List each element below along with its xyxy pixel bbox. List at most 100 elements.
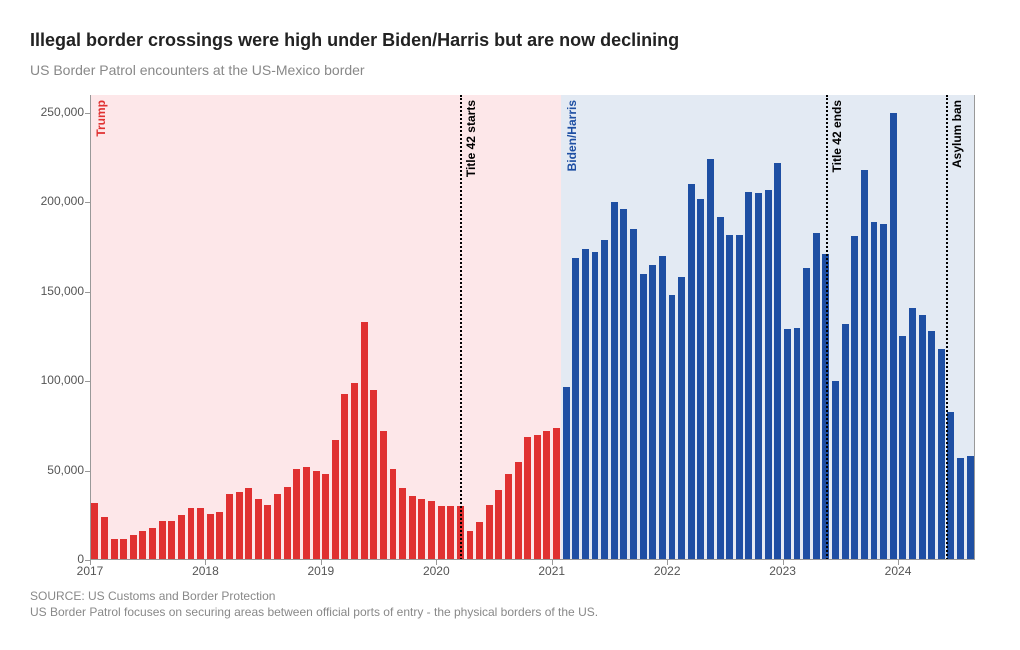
bar [409, 496, 416, 560]
bar [909, 308, 916, 560]
chart-subtitle: US Border Patrol encounters at the US-Me… [30, 62, 365, 78]
bar [947, 412, 954, 560]
bar [640, 274, 647, 560]
bar [495, 490, 502, 560]
bar [236, 492, 243, 560]
bar [736, 235, 743, 561]
bar [447, 506, 454, 560]
bar [543, 431, 550, 560]
bar [515, 462, 522, 560]
bar [207, 514, 214, 561]
bar [611, 202, 618, 560]
bar [139, 531, 146, 560]
x-axis [90, 559, 975, 560]
event-line [826, 95, 828, 560]
bar [717, 217, 724, 560]
event-line [946, 95, 948, 560]
bar [919, 315, 926, 560]
x-tick-label: 2023 [769, 560, 796, 578]
bar [178, 515, 185, 560]
bar [967, 456, 974, 560]
bar [370, 390, 377, 560]
bar [928, 331, 935, 560]
bar [159, 521, 166, 560]
bar [707, 159, 714, 560]
bar [649, 265, 656, 560]
bar [861, 170, 868, 560]
y-tick-label: 100,000 [41, 373, 90, 387]
bar [332, 440, 339, 560]
y-tick-label: 250,000 [41, 105, 90, 119]
bar [745, 192, 752, 560]
bar [534, 435, 541, 560]
bar [938, 349, 945, 560]
x-tick-label: 2019 [308, 560, 335, 578]
x-tick-label: 2024 [885, 560, 912, 578]
bar [890, 113, 897, 560]
bar [630, 229, 637, 560]
bar [264, 505, 271, 560]
bar [755, 193, 762, 560]
annotation-label: Trump [94, 100, 108, 137]
bar [226, 494, 233, 560]
bar [255, 499, 262, 560]
bar [341, 394, 348, 560]
bar [601, 240, 608, 560]
bar [467, 531, 474, 560]
source-line-1: SOURCE: US Customs and Border Protection [30, 588, 598, 604]
bar [284, 487, 291, 560]
bar [659, 256, 666, 560]
bar [572, 258, 579, 560]
bar [303, 467, 310, 560]
bar [582, 249, 589, 560]
bar [899, 336, 906, 560]
bar [592, 252, 599, 560]
bar [476, 522, 483, 560]
event-line [460, 95, 462, 560]
bar [688, 184, 695, 560]
bar [101, 517, 108, 560]
bar [678, 277, 685, 560]
bar [322, 474, 329, 560]
x-tick-label: 2020 [423, 560, 450, 578]
bar [524, 437, 531, 560]
y-tick-label: 50,000 [47, 463, 90, 477]
bar [361, 322, 368, 560]
bar [399, 488, 406, 560]
bar [784, 329, 791, 560]
bar [486, 505, 493, 560]
bar [418, 499, 425, 560]
chart-title: Illegal border crossings were high under… [30, 30, 679, 51]
annotation-label: Title 42 starts [464, 100, 478, 177]
source-line-2: US Border Patrol focuses on securing are… [30, 604, 598, 620]
bar [245, 488, 252, 560]
bar [553, 428, 560, 560]
bar [832, 381, 839, 560]
bar [293, 469, 300, 560]
bar [851, 236, 858, 560]
bar [390, 469, 397, 560]
annotation-label: Biden/Harris [565, 100, 579, 171]
bar [91, 503, 98, 560]
bar [871, 222, 878, 560]
bar [957, 458, 964, 560]
bar [620, 209, 627, 560]
bar [120, 539, 127, 560]
bar [197, 508, 204, 560]
bar [505, 474, 512, 560]
bar [130, 535, 137, 560]
bar [438, 506, 445, 560]
bar [351, 383, 358, 560]
encounters-bar-chart: 050,000100,000150,000200,000250,00020172… [90, 95, 975, 560]
bar [216, 512, 223, 560]
bar [428, 501, 435, 560]
bar [168, 521, 175, 560]
annotation-label: Asylum ban [950, 100, 964, 168]
y-axis [90, 95, 91, 560]
bar [188, 508, 195, 560]
bar [697, 199, 704, 560]
bar [803, 268, 810, 560]
bar [563, 387, 570, 560]
bar [794, 328, 801, 561]
chart-source: SOURCE: US Customs and Border Protection… [30, 588, 598, 620]
